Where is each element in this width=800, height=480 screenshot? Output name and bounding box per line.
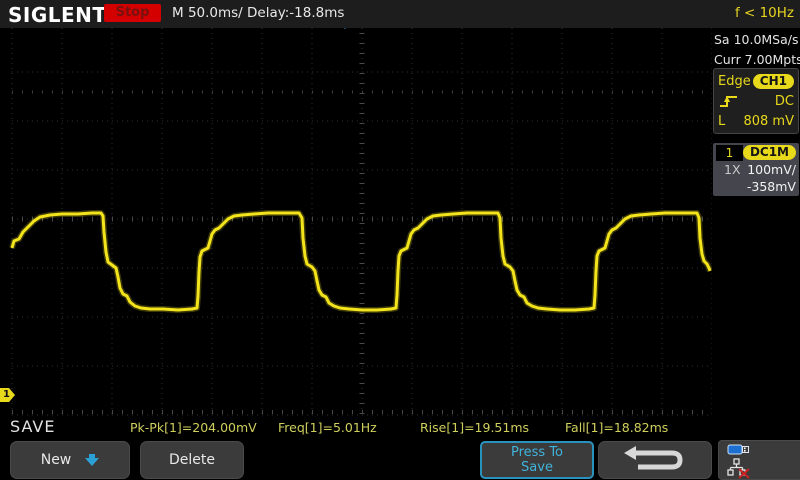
io-status-panel bbox=[718, 440, 800, 480]
vertical-scale-readout: 100mV/ bbox=[747, 162, 796, 177]
ch1-trace bbox=[9, 210, 713, 313]
press-to-save-button[interactable]: Press To Save bbox=[480, 441, 594, 479]
rising-edge-icon bbox=[720, 96, 737, 107]
return-arrow-icon bbox=[624, 446, 683, 470]
brand-logo: SIGLENT bbox=[8, 3, 107, 27]
graticule-grid bbox=[11, 22, 713, 416]
channel1-info-panel[interactable]: 1 DC1M 1X 100mV/ -358mV bbox=[713, 143, 799, 196]
frequency-counter: f < 10Hz bbox=[734, 5, 794, 21]
channel-number-cell: 1 bbox=[716, 144, 743, 161]
memory-depth-readout: Curr 7.00Mpts bbox=[714, 52, 800, 67]
new-button[interactable]: New bbox=[10, 441, 130, 479]
press-to-save-line2: Save bbox=[521, 460, 553, 475]
measurement-freq: Freq[1]=5.01Hz bbox=[278, 420, 377, 435]
menu-title: SAVE bbox=[10, 417, 56, 436]
probe-attenuation-label: 1X bbox=[724, 162, 741, 177]
measurement-rise: Rise[1]=19.51ms bbox=[420, 420, 530, 435]
soft-menu-bar: New Delete Press To Save bbox=[0, 440, 800, 480]
trigger-info-panel[interactable]: Edge CH1 DC L 808 mV bbox=[713, 68, 799, 134]
acquisition-status-badge: Stop bbox=[104, 4, 161, 22]
measurement-fall: Fall[1]=18.82ms bbox=[565, 420, 669, 435]
measurement-pkpk: Pk-Pk[1]=204.00mV bbox=[130, 420, 257, 435]
trigger-coupling-label: DC bbox=[774, 93, 794, 109]
trigger-level-letter: L bbox=[718, 113, 726, 129]
new-button-label: New bbox=[40, 452, 72, 468]
channel-coupling-badge: DC1M bbox=[742, 145, 796, 160]
ch1-ground-marker[interactable]: 1 bbox=[0, 388, 15, 402]
timebase-readout: M 50.0ms/ Delay:-18.8ms bbox=[172, 5, 345, 21]
delete-button[interactable]: Delete bbox=[140, 441, 244, 479]
measurement-bar: SAVE Pk-Pk[1]=204.00mV Freq[1]=5.01Hz Ri… bbox=[0, 416, 712, 439]
right-sidebar: Sa 10.0MSa/s Curr 7.00Mpts Edge CH1 DC L… bbox=[712, 28, 800, 417]
press-to-save-line1: Press To bbox=[510, 445, 564, 460]
usb-drive-icon bbox=[727, 444, 749, 455]
top-status-bar: SIGLENT Stop M 50.0ms/ Delay:-18.8ms f <… bbox=[0, 0, 800, 28]
dropdown-arrow-icon bbox=[85, 454, 100, 466]
trigger-level-value: 808 mV bbox=[743, 113, 794, 129]
back-button[interactable] bbox=[598, 441, 712, 479]
trigger-source-badge: CH1 bbox=[752, 73, 794, 89]
sample-rate-readout: Sa 10.0MSa/s bbox=[714, 32, 799, 47]
delete-button-label: Delete bbox=[169, 452, 215, 468]
lan-disconnected-icon bbox=[727, 458, 750, 479]
trigger-type-label: Edge bbox=[718, 73, 751, 89]
vertical-offset-readout: -358mV bbox=[746, 179, 796, 194]
